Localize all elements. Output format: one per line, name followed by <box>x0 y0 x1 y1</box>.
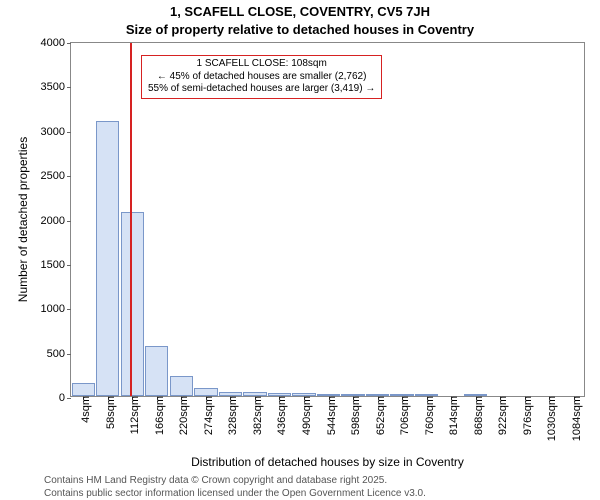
x-tick-label: 274sqm <box>197 396 215 435</box>
histogram-bar <box>96 121 119 396</box>
y-tick-mark <box>67 221 71 222</box>
chart-title-2: Size of property relative to detached ho… <box>0 22 600 37</box>
x-axis-label: Distribution of detached houses by size … <box>70 455 585 469</box>
x-tick-label: 166sqm <box>148 396 166 435</box>
x-tick-label: 652sqm <box>369 396 387 435</box>
chart-title-1: 1, SCAFELL CLOSE, COVENTRY, CV5 7JH <box>0 4 600 19</box>
x-tick-label: 868sqm <box>467 396 485 435</box>
x-tick-label: 4sqm <box>74 396 92 423</box>
y-axis-label: Number of detached properties <box>16 42 30 397</box>
x-tick-label: 706sqm <box>393 396 411 435</box>
x-tick-label: 112sqm <box>123 396 141 434</box>
x-tick-label: 382sqm <box>246 396 264 435</box>
x-tick-label: 760sqm <box>418 396 436 435</box>
footer-attribution-1: Contains HM Land Registry data © Crown c… <box>44 475 387 486</box>
y-tick-mark <box>67 265 71 266</box>
y-tick-mark <box>67 354 71 355</box>
x-tick-label: 220sqm <box>172 396 190 435</box>
y-tick-mark <box>67 176 71 177</box>
property-marker-line <box>130 43 132 396</box>
annotation-line-1: 1 SCAFELL CLOSE: 108sqm <box>148 58 375 71</box>
y-tick-mark <box>67 132 71 133</box>
y-tick-mark <box>67 398 71 399</box>
x-tick-label: 58sqm <box>99 396 117 429</box>
x-tick-label: 436sqm <box>270 396 288 435</box>
histogram-bar <box>72 383 95 396</box>
annotation-line-3: 55% of semi-detached houses are larger (… <box>148 83 375 96</box>
x-tick-label: 1030sqm <box>540 396 558 441</box>
annotation-box: 1 SCAFELL CLOSE: 108sqm← 45% of detached… <box>141 55 382 99</box>
histogram-bar <box>170 376 193 396</box>
y-tick-mark <box>67 87 71 88</box>
x-tick-label: 490sqm <box>295 396 313 435</box>
x-tick-label: 544sqm <box>320 396 338 435</box>
histogram-bar <box>194 388 217 396</box>
x-tick-label: 814sqm <box>442 396 460 435</box>
x-tick-label: 922sqm <box>491 396 509 435</box>
y-tick-mark <box>67 309 71 310</box>
x-tick-label: 976sqm <box>516 396 534 435</box>
annotation-line-2: ← 45% of detached houses are smaller (2,… <box>148 71 375 84</box>
x-tick-label: 328sqm <box>221 396 239 435</box>
footer-attribution-2: Contains public sector information licen… <box>44 488 426 499</box>
x-tick-label: 1084sqm <box>565 396 583 441</box>
x-tick-label: 598sqm <box>344 396 362 435</box>
histogram-bar <box>145 346 168 396</box>
y-tick-mark <box>67 43 71 44</box>
chart-plot-area: 050010001500200025003000350040004sqm58sq… <box>70 42 585 397</box>
histogram-bar <box>121 212 144 396</box>
